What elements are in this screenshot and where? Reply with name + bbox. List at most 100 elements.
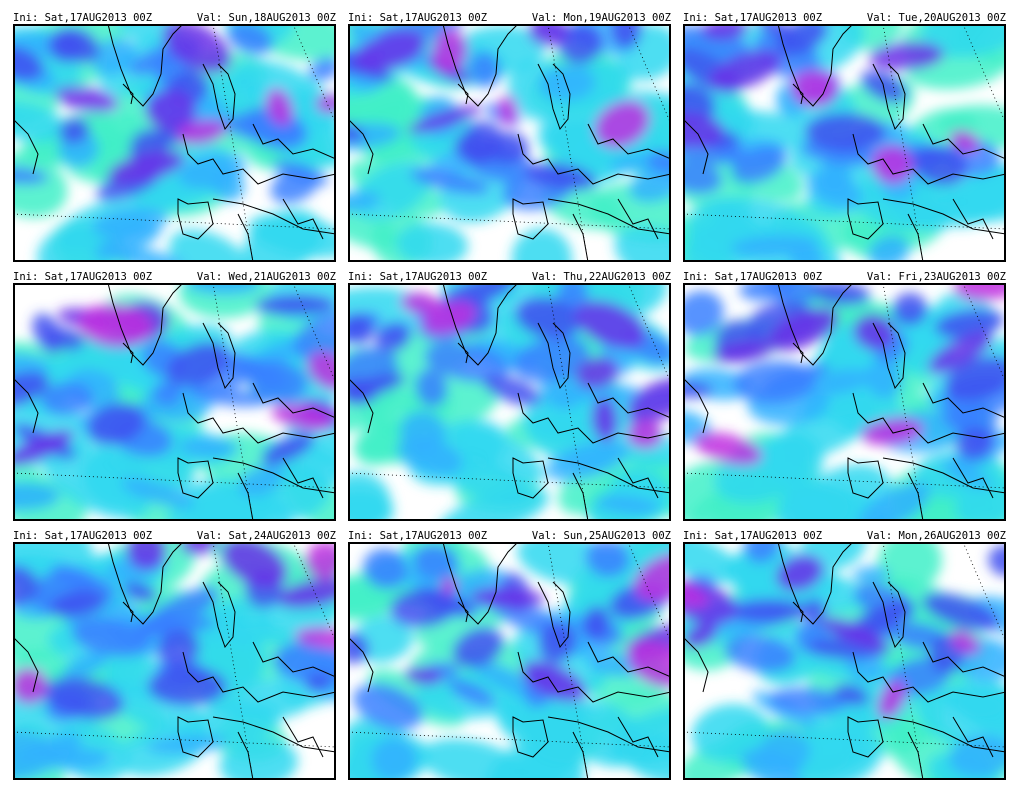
coastline (547, 716, 671, 753)
map-frame (13, 542, 336, 780)
valid-time: Val: Fri,23AUG2013 00Z (866, 271, 1006, 283)
precip-blob (647, 150, 671, 174)
precip-blob (32, 313, 63, 354)
precip-blob (212, 171, 246, 202)
precip-blob (353, 31, 427, 72)
precip-blob (724, 634, 796, 673)
panel-header: Ini: Sat,17AUG2013 00Z Val: Wed,21AUG2013… (13, 271, 336, 283)
precip-blob (627, 419, 663, 449)
grid-meridian (212, 24, 254, 262)
precip-map (683, 24, 1006, 262)
map-frame (348, 24, 671, 262)
panel-header: Ini: Sat,17AUG2013 00Z Val: Fri,23AUG2013… (683, 271, 1006, 283)
forecast-panel: Ini: Sat,17AUG2013 00Z Val: Tue,20AUG2013… (683, 12, 1006, 262)
precip-blob (166, 342, 230, 387)
init-time: Ini: Sat,17AUG2013 00Z (683, 530, 823, 542)
precip-blob (620, 732, 671, 780)
precip-blob (307, 351, 336, 390)
map-frame (683, 542, 1006, 780)
coastline (537, 63, 571, 131)
panel-header: Ini: Sat,17AUG2013 00Z Val: Sun,25AUG2013… (348, 530, 671, 542)
precip-field (13, 283, 336, 521)
precip-blob (911, 144, 968, 186)
coastline (212, 716, 336, 753)
coastline (182, 651, 336, 703)
precip-blob (294, 627, 336, 650)
coastline (282, 457, 324, 499)
precip-blob (87, 402, 146, 446)
coastline (442, 283, 519, 366)
grid-meridian (547, 24, 589, 262)
coastline (252, 382, 336, 419)
coastline (617, 198, 659, 240)
precip-blob (871, 145, 913, 184)
precip-blob (13, 166, 48, 185)
grid-meridian (882, 283, 924, 521)
precip-blob (348, 78, 417, 131)
precip-blob (957, 684, 1006, 737)
precip-blob (178, 437, 239, 458)
precip-blob (133, 610, 178, 639)
precip-blob (810, 283, 871, 306)
precip-blob (43, 676, 124, 720)
coastline (177, 457, 214, 499)
coastline (348, 118, 374, 175)
grid-meridian (882, 24, 924, 262)
precip-blob (121, 478, 195, 508)
precip-blob (683, 160, 723, 194)
init-time: Ini: Sat,17AUG2013 00Z (683, 12, 823, 24)
coastline (512, 716, 549, 758)
precip-blob (78, 303, 153, 348)
coastline (847, 457, 884, 499)
coastline (517, 651, 671, 703)
precip-blob (348, 373, 405, 400)
precip-blob (589, 182, 671, 243)
coastline (792, 342, 804, 364)
precip-blob (91, 38, 137, 76)
precip-blob (169, 229, 254, 262)
forecast-panel: Ini: Sat,17AUG2013 00Z Val: Thu,22AUG2013… (348, 271, 671, 521)
valid-time: Val: Thu,22AUG2013 00Z (531, 271, 671, 283)
coastline (952, 457, 994, 499)
precip-blob (231, 60, 330, 118)
precip-blob (920, 24, 1006, 58)
precip-blob (374, 322, 411, 353)
precip-blob (804, 112, 887, 152)
precip-blob (107, 679, 207, 736)
precip-blob (219, 352, 288, 389)
precip-blob (776, 554, 824, 592)
precip-blob (545, 440, 629, 481)
precip-blob (440, 576, 458, 595)
coastline (202, 63, 236, 131)
precip-blob (594, 100, 650, 148)
panel-header: Ini: Sat,17AUG2013 00Z Val: Tue,20AUG2013… (683, 12, 1006, 24)
precip-map (348, 283, 671, 521)
valid-time: Val: Sun,25AUG2013 00Z (531, 530, 671, 542)
precip-blob (219, 738, 298, 780)
precip-blob (511, 228, 573, 262)
precip-blob (469, 51, 501, 88)
precip-blob (944, 356, 1006, 401)
precip-blob (389, 587, 458, 628)
precip-blob (273, 642, 336, 686)
precip-blob (362, 548, 409, 589)
precip-blob (412, 543, 459, 581)
precip-blob (58, 117, 90, 144)
coastline (683, 636, 709, 693)
forecast-panel: Ini: Sat,17AUG2013 00Z Val: Sat,24AUG2013… (13, 530, 336, 780)
precip-blob (789, 245, 825, 262)
map-frame (348, 542, 671, 780)
precip-field (13, 24, 336, 262)
precip-blob (877, 680, 906, 719)
coastline (517, 392, 671, 444)
precip-blob (316, 93, 336, 113)
precip-blob (13, 430, 74, 467)
precip-blob (627, 376, 671, 424)
precip-blob (55, 27, 100, 63)
precip-blob (683, 83, 716, 125)
coastline (348, 377, 374, 434)
precip-blob (866, 356, 903, 399)
precip-blob (371, 737, 417, 780)
precip-blob (683, 622, 718, 648)
coastline (537, 322, 571, 390)
